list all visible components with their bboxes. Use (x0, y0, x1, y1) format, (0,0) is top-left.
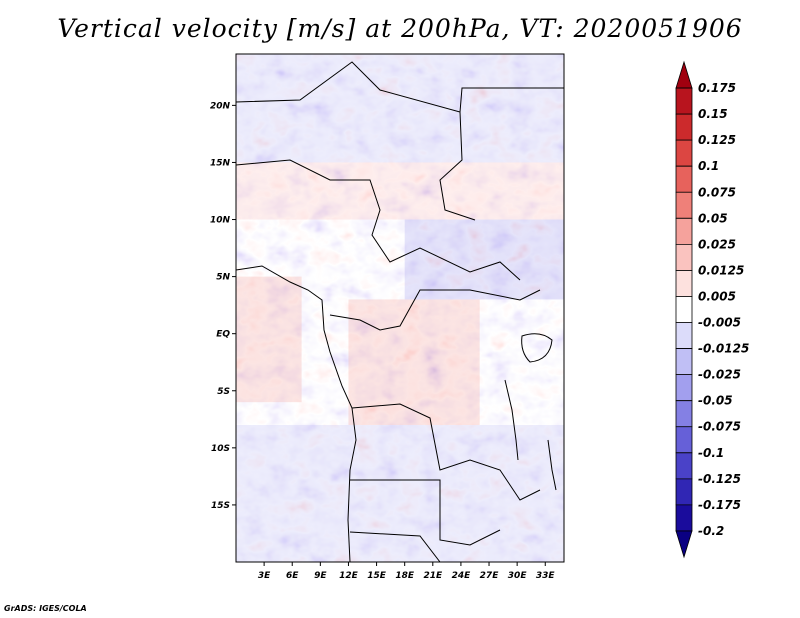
lake-victoria (521, 333, 553, 363)
grads-credit: GrADS: IGES/COLA (4, 604, 87, 613)
colorbar-label-5: 0.05 (698, 211, 728, 225)
x-tick-label-4: 15E (367, 571, 387, 581)
region-tint-0 (236, 54, 564, 163)
y-tick-label-5: 5S (217, 387, 230, 397)
x-tick-label-2: 9E (314, 571, 327, 581)
colorbar-bin-7 (675, 243, 693, 271)
colorbar-label-9: -0.005 (698, 316, 741, 330)
colorbar-bin-2 (675, 113, 693, 141)
colorbar: 0.175 0.15 0.125 0.1 0.075 0.05 0.025 0.0125 0.0… (675, 60, 749, 559)
colorbar-bin-5 (675, 191, 693, 219)
map-outlines (236, 61, 564, 562)
plot-frame (235, 53, 565, 563)
colorbar-label-2: 0.125 (698, 133, 736, 147)
colorbar-bin-6 (675, 217, 693, 245)
coastline-west (236, 265, 357, 562)
x-tick-label-0: 3E (258, 571, 271, 581)
colorbar-bin-8 (675, 270, 693, 297)
region-tint-5 (236, 425, 564, 562)
x-tick-label-5: 18E (395, 571, 415, 581)
border-nile (459, 87, 564, 113)
x-axis-ticks: 3E 6E 9E 12E 15E 18E 21E 24E 27E 30E 33E (258, 562, 556, 581)
colorbar-label-14: -0.1 (698, 446, 724, 460)
colorbar-label-11: -0.025 (698, 368, 741, 382)
x-tick-label-1: 6E (286, 571, 299, 581)
colorbar-label-7: 0.0125 (698, 263, 744, 277)
lake-malawi (547, 439, 557, 491)
x-tick-label-6: 21E (423, 571, 443, 581)
colorbar-label-1: 0.15 (698, 107, 728, 121)
x-tick-label-10: 33E (536, 571, 556, 581)
region-tint-1 (236, 162, 564, 220)
colorbar-bin-0 (675, 60, 693, 89)
colorbar-label-3: 0.1 (698, 159, 719, 173)
lake-tanganyika (504, 379, 519, 461)
chart-title: Vertical velocity [m/s] at 200hPa, VT: 2… (57, 14, 743, 43)
x-tick-label-8: 27E (480, 571, 500, 581)
y-tick-label-3: 5N (216, 273, 230, 283)
colorbar-bin-13 (675, 400, 693, 428)
colorbar-label-0: 0.175 (698, 81, 736, 95)
colorbar-bin-10 (675, 322, 693, 349)
border-angola (350, 479, 501, 546)
colorbar-bin-1 (675, 87, 693, 115)
x-tick-label-7: 24E (452, 571, 472, 581)
border-sahel (236, 159, 521, 281)
border-congo-south (351, 403, 541, 501)
colorbar-bin-4 (675, 165, 693, 193)
x-tick-label-3: 12E (339, 571, 359, 581)
y-tick-label-4: EQ (216, 330, 230, 340)
colorbar-bin-18 (675, 530, 693, 559)
colorbar-label-4: 0.075 (698, 185, 736, 199)
y-tick-label-0: 20N (210, 101, 231, 111)
colorbar-bin-14 (675, 426, 693, 454)
vertical-velocity-field (236, 54, 564, 562)
colorbar-bin-17 (675, 504, 693, 532)
colorbar-bin-15 (675, 452, 693, 480)
colorbar-label-16: -0.175 (698, 498, 741, 512)
colorbar-bin-12 (675, 374, 693, 402)
colorbar-label-8: 0.005 (698, 289, 736, 303)
colorbar-bin-9 (675, 296, 693, 323)
colorbar-label-13: -0.075 (698, 420, 741, 434)
colorbar-label-15: -0.125 (698, 472, 741, 486)
border-congo-north (329, 289, 541, 331)
region-tint-2 (236, 276, 302, 403)
y-tick-label-6: 10S (211, 444, 230, 454)
colorbar-bin-11 (675, 348, 693, 376)
colorbar-label-12: -0.05 (698, 394, 733, 408)
y-tick-label-7: 15S (211, 501, 230, 511)
border-south (349, 531, 441, 562)
colorbar-label-17: -0.2 (698, 524, 724, 538)
y-tick-label-2: 10N (210, 216, 231, 226)
x-tick-label-9: 30E (508, 571, 528, 581)
region-tint-4 (348, 299, 480, 426)
colorbar-label-10: -0.0125 (698, 342, 749, 356)
region-tint-layer (236, 54, 564, 562)
y-axis-ticks: 20N 15N 10N 5N EQ 5S 10S 15S (210, 101, 236, 511)
region-tint-3 (404, 219, 564, 300)
y-tick-label-1: 15N (210, 158, 231, 168)
colorbar-label-6: 0.025 (698, 237, 736, 251)
colorbar-bin-16 (675, 478, 693, 506)
colorbar-bin-3 (675, 139, 693, 167)
